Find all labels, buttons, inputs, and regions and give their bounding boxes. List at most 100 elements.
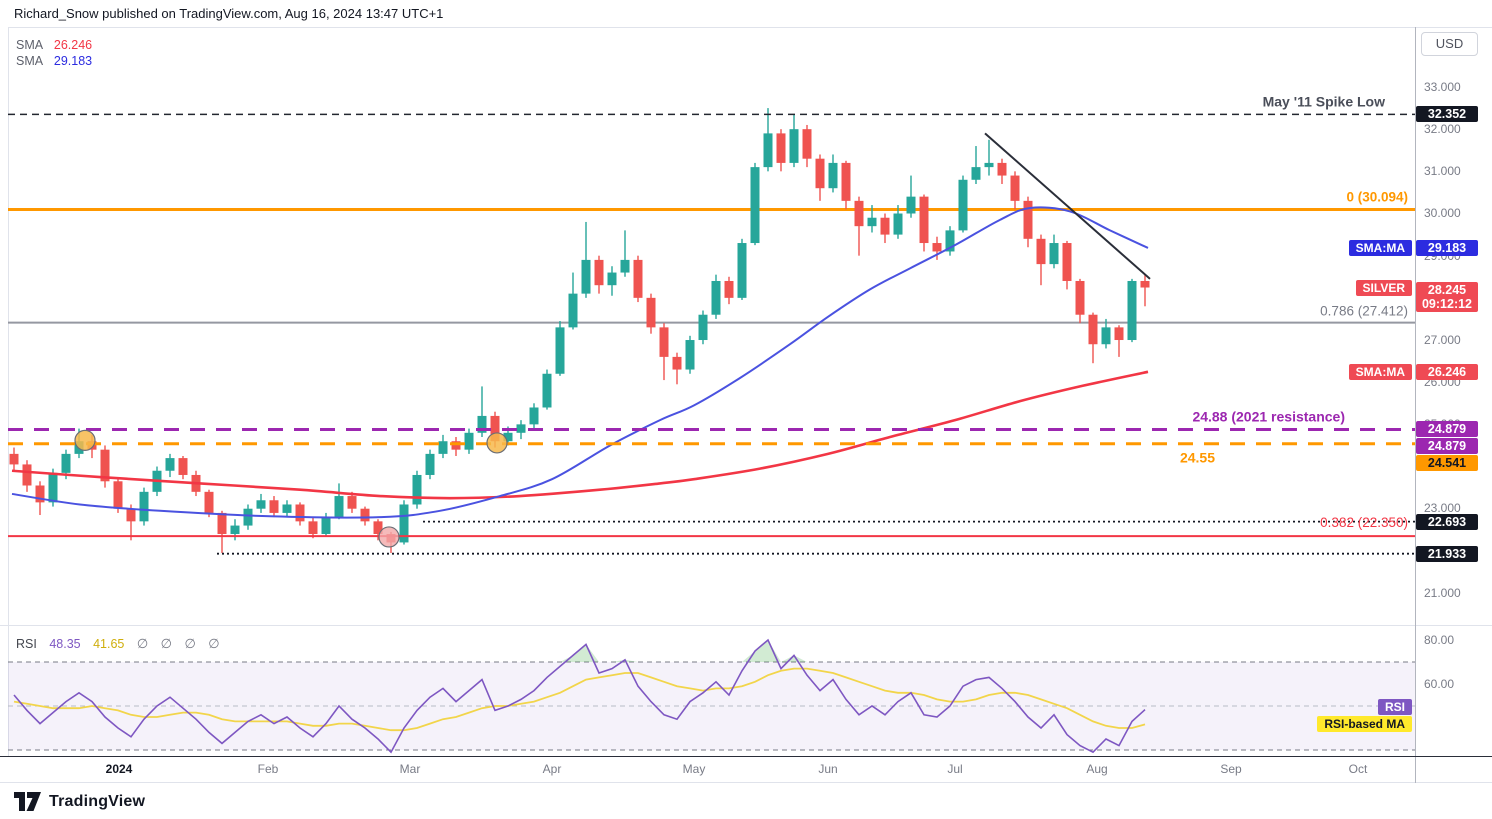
candle-body (1049, 243, 1059, 265)
candle-body (724, 280, 734, 298)
axis-tick-label: 32.000 (1424, 122, 1461, 136)
candle-body (945, 230, 955, 252)
currency-button[interactable]: USD (1421, 32, 1478, 56)
candle-body (555, 327, 565, 374)
candle-body (828, 162, 838, 189)
sma-fast-line[interactable] (11, 370, 1149, 500)
axis-tick-label: 27.000 (1424, 333, 1461, 347)
pane-separator[interactable] (0, 625, 1492, 626)
time-axis-label: Feb (257, 762, 279, 776)
candle-body (48, 472, 58, 503)
candle-body (854, 200, 864, 227)
candle-body (1088, 314, 1098, 345)
price-axis-badge: 28.245 09:12:12 (1416, 282, 1478, 312)
time-axis-border (0, 756, 1492, 757)
candle-body (113, 481, 123, 509)
footer: TradingView (14, 792, 145, 811)
rsi-line[interactable] (13, 638, 1146, 754)
indicator-legend[interactable]: SMA 26.246 SMA 29.183 (16, 37, 92, 69)
candle-body (685, 340, 695, 370)
candle-body (698, 314, 708, 341)
candle-body (529, 407, 539, 425)
candle-body (412, 474, 422, 505)
candle-body (438, 441, 448, 454)
candle-body (477, 415, 487, 433)
circle-marker[interactable] (74, 429, 96, 451)
tradingview-brand-text[interactable]: TradingView (49, 792, 146, 810)
level-label-fib-0786: 0.786 (27.412) (1320, 304, 1408, 319)
level-label-resistance-2021: 24.88 (2021 resistance) (1192, 408, 1345, 424)
candle-body (776, 133, 786, 163)
price-axis-badge: 21.933 (1416, 546, 1478, 562)
chart-left-border (8, 27, 9, 756)
rsi-pane[interactable] (0, 625, 1415, 756)
footer-border (0, 782, 1492, 783)
candle-body (204, 491, 214, 513)
trendline[interactable] (984, 132, 1151, 280)
time-axis-label: Jun (818, 762, 838, 776)
price-pane[interactable]: May '11 Spike Low 0 (30.094) 0.786 (27.412… (0, 26, 1415, 625)
rsi-label: RSI (16, 637, 37, 651)
series-name-badge: RSI (1377, 699, 1412, 715)
candle-body (1075, 280, 1085, 315)
axis-tick-label: 31.000 (1424, 164, 1461, 178)
candle-body (35, 485, 45, 503)
time-axis-label: Mar (399, 762, 421, 776)
circle-marker[interactable] (378, 526, 400, 548)
rsi-overbought-fill (14, 640, 1145, 662)
axis-tick-label: 60.00 (1424, 677, 1455, 691)
sma-fast-label: SMA (16, 38, 43, 52)
time-axis-label: May (682, 762, 706, 776)
rsi-value: 48.35 (49, 637, 81, 651)
candle-body (425, 453, 435, 475)
candle-body (893, 213, 903, 235)
price-scale-border (1415, 27, 1416, 783)
candle-body (815, 158, 825, 189)
circle-marker[interactable] (486, 432, 508, 454)
axis-tick-label: 21.000 (1424, 586, 1461, 600)
sma-slow-value: 29.183 (53, 54, 93, 68)
axis-tick-label: 80.00 (1424, 633, 1455, 647)
candle-body (867, 217, 877, 227)
candle-body (165, 458, 175, 471)
legend-sma-slow[interactable]: SMA 29.183 (16, 53, 92, 69)
tradingview-logo-icon[interactable] (14, 792, 41, 811)
candle-body (1010, 175, 1020, 201)
sma-slow-line[interactable] (11, 206, 1149, 519)
level-label-fib-0: 0 (30.094) (1346, 190, 1408, 205)
candle-body (360, 508, 370, 522)
candle-body (542, 373, 552, 408)
candle-body (711, 280, 721, 315)
candle-body (971, 167, 981, 180)
rsi-legend[interactable]: RSI 48.35 41.65 ∅ ∅ ∅ ∅ (16, 636, 229, 652)
sma-slow-label: SMA (16, 54, 43, 68)
countdown-timer: 09:12:12 (1421, 297, 1473, 311)
candle-body (295, 504, 305, 522)
candle-body (217, 512, 227, 535)
candle-body (100, 449, 110, 482)
candle-body (230, 525, 240, 535)
candle-body (906, 196, 916, 214)
time-axis-label: Jul (947, 762, 963, 776)
candle-body (503, 432, 513, 442)
candle-body (490, 415, 500, 442)
time-axis-label: Aug (1086, 762, 1108, 776)
empty-set-icon: ∅ (184, 636, 196, 651)
candle-body (984, 162, 994, 168)
candle-body (646, 297, 656, 328)
candle-body (568, 293, 578, 328)
series-name-badge: SILVER (1355, 280, 1412, 296)
rsi-ma-line[interactable] (13, 667, 1146, 732)
sma-fast-value: 26.246 (53, 38, 93, 52)
legend-sma-fast[interactable]: SMA 26.246 (16, 37, 92, 53)
candle-body (269, 500, 279, 513)
candle-body (139, 491, 149, 522)
candle-body (932, 243, 942, 252)
publish-info: Richard_Snow published on TradingView.co… (14, 6, 444, 21)
candle-body (880, 217, 890, 235)
candle-body (607, 272, 617, 286)
candle-body (737, 243, 747, 298)
candle-body (178, 458, 188, 475)
candle-body (282, 504, 292, 513)
